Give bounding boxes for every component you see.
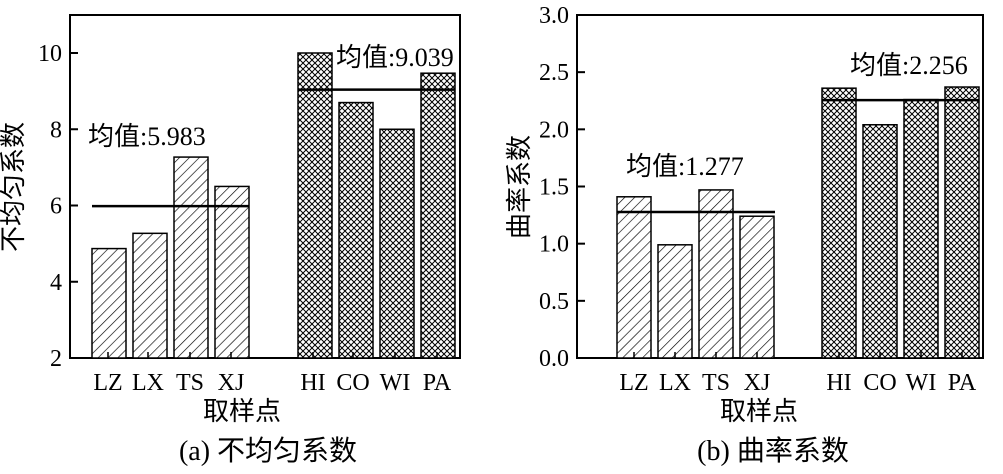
y-axis-label: 不均匀系数	[0, 122, 28, 252]
y-tick-label: 2.0	[539, 117, 569, 143]
bar-lx	[657, 244, 693, 359]
x-tick-label-xj: XJ	[218, 370, 245, 396]
x-tick-label-lx: LX	[132, 370, 164, 396]
y-tick-label: 2.5	[539, 60, 569, 86]
y-tick-label: 2	[50, 346, 62, 372]
bar-ts	[698, 189, 734, 359]
x-tick-label-wi: WI	[380, 370, 411, 396]
mean-label: 均值:9.039	[336, 43, 454, 72]
y-axis-label: 曲率系数	[505, 135, 534, 239]
x-tick-label-wi: WI	[906, 370, 937, 396]
bar-pa	[420, 72, 456, 359]
y-tick-label: 6	[50, 194, 62, 220]
x-tick-label-xj: XJ	[744, 370, 771, 396]
bar-wi	[903, 98, 939, 359]
panel-caption: (b) 曲率系数	[697, 435, 849, 467]
bar-co	[862, 124, 898, 359]
mean-label: 均值:2.256	[850, 51, 968, 80]
panel-caption: (a) 不均匀系数	[179, 435, 357, 467]
bar-lx	[132, 232, 168, 359]
x-tick-label-ts: TS	[702, 370, 730, 396]
x-tick-label-hi: HI	[826, 370, 851, 396]
bar-xj	[214, 185, 250, 359]
y-tick-label: 4	[50, 270, 62, 296]
y-tick-label: 1.0	[539, 232, 569, 258]
bar-ts	[173, 156, 209, 359]
bar-co	[338, 101, 374, 359]
bar-wi	[379, 128, 415, 359]
y-tick-label: 10	[38, 41, 62, 67]
x-tick-label-lx: LX	[659, 370, 691, 396]
mean-label: 均值:1.277	[626, 152, 744, 181]
mean-label: 均值:5.983	[88, 122, 206, 151]
y-tick-label: 3.0	[539, 3, 569, 29]
y-tick-label: 0.5	[539, 289, 569, 315]
x-tick-label-pa: PA	[423, 370, 452, 396]
bar-lz	[91, 247, 127, 359]
bar-xj	[739, 215, 775, 359]
x-axis-label: 取样点	[720, 397, 798, 426]
x-tick-label-pa: PA	[948, 370, 977, 396]
x-tick-label-lz: LZ	[619, 370, 648, 396]
x-tick-label-co: CO	[863, 370, 896, 396]
bar-lz	[616, 196, 652, 359]
x-tick-label-ts: TS	[176, 370, 204, 396]
y-tick-label: 0.0	[539, 346, 569, 372]
chart-panel-a: 2 4 6 8 10 LZ LX TS XJ 均值:5.983 HI CO WI PA 均值:9.039 取样…	[0, 14, 461, 467]
x-tick-label-lz: LZ	[93, 370, 122, 396]
x-tick-label-co: CO	[336, 370, 369, 396]
y-tick-label: 8	[50, 117, 62, 143]
plot-frame	[69, 14, 461, 359]
bar-hi	[297, 52, 333, 359]
chart-panel-b: 0.0 0.5 1.0 1.5 2.0 2.5 3.0 LZ LX TS XJ 均值:1.277 HI C…	[505, 3, 984, 467]
x-tick-label-hi: HI	[300, 370, 325, 396]
y-tick-label: 1.5	[539, 175, 569, 201]
bar-pa	[944, 86, 980, 359]
bar-hi	[821, 87, 857, 359]
x-axis-label: 取样点	[203, 397, 281, 426]
